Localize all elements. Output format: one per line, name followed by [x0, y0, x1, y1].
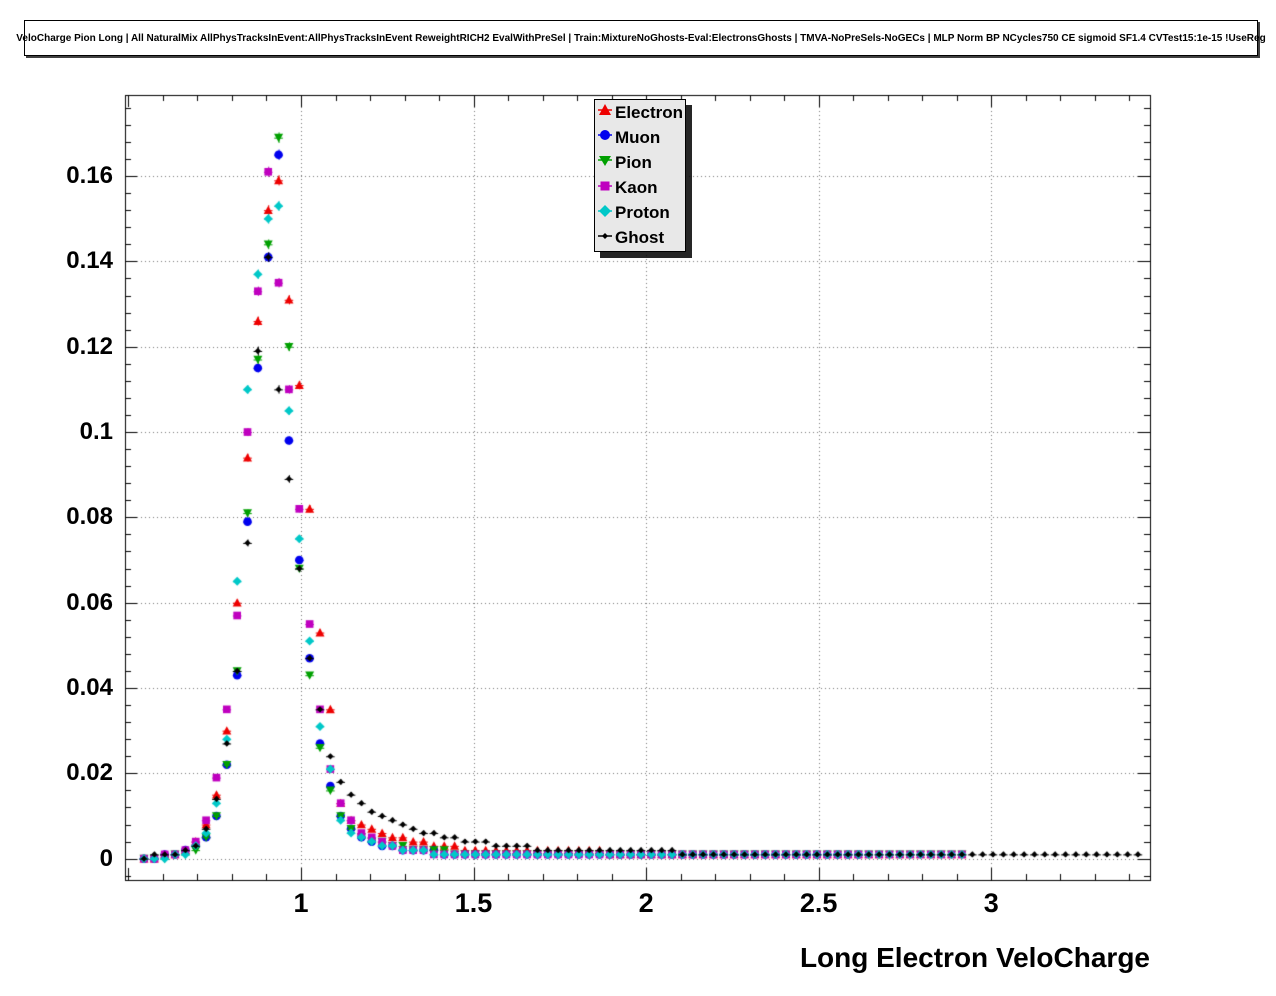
y-tick-label: 0.16 — [66, 162, 113, 190]
y-tick-label: 0.06 — [66, 588, 113, 616]
plot-title: VeloCharge Pion Long | All NaturalMix Al… — [16, 20, 1266, 56]
y-tick-label: 0.08 — [66, 503, 113, 531]
x-tick-label: 1.5 — [454, 888, 493, 918]
x-tick-label: 2 — [638, 888, 654, 918]
y-tick-label: 0.12 — [66, 332, 113, 360]
legend-item-label: Ghost — [615, 228, 665, 248]
legend-item-pion: Pion — [595, 150, 685, 175]
legend: Electron Muon Pion Kaon Proton Ghost — [594, 99, 686, 252]
legend-item-label: Kaon — [615, 178, 658, 198]
triangle-down-icon — [597, 152, 613, 173]
legend-item-proton: Proton — [595, 201, 685, 226]
legend-item-electron: Electron — [595, 100, 685, 125]
legend-item-kaon: Kaon — [595, 176, 685, 201]
y-tick-label: 0.14 — [66, 247, 113, 275]
legend-item-muon: Muon — [595, 125, 685, 150]
x-axis-title: Long Electron VeloCharge — [799, 942, 1150, 973]
legend-item-label: Proton — [615, 203, 670, 223]
x-tick-label: 1 — [293, 888, 309, 918]
legend-item-label: Muon — [615, 127, 661, 147]
circle-icon — [597, 127, 613, 148]
triangle-up-icon — [597, 102, 613, 123]
small-diamond-icon — [597, 228, 613, 249]
x-tick-label: 3 — [983, 888, 999, 918]
y-tick-label: 0.04 — [66, 674, 113, 702]
y-axis-tick-labels: 0 0.02 0.04 0.06 0.08 0.1 0.12 0.14 0.16 — [0, 0, 120, 996]
legend-item-label: Pion — [615, 152, 652, 172]
legend-item-ghost: Ghost — [595, 226, 685, 251]
y-tick-label: 0.1 — [79, 418, 113, 446]
y-tick-label: 0.02 — [66, 759, 113, 787]
x-axis-tick-labels: 1 1.5 2 2.5 3 — [0, 888, 1276, 928]
square-icon — [597, 178, 613, 199]
legend-item-label: Electron — [615, 102, 684, 122]
diamond-icon — [597, 203, 613, 224]
x-tick-label: 2.5 — [799, 888, 838, 918]
y-tick-label: 0 — [99, 844, 113, 872]
